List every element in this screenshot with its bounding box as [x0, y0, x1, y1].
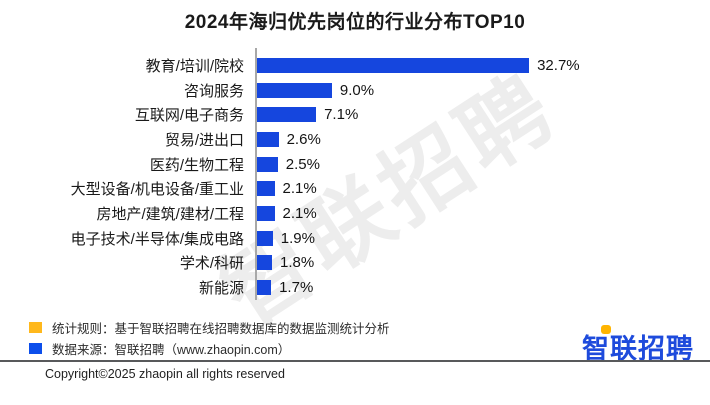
bar-area: 2.1%: [257, 180, 317, 197]
value-label: 1.7%: [279, 279, 314, 297]
bar: [257, 205, 275, 221]
category-label: 电子技术/半导体/集成电路: [70, 230, 244, 248]
logo-first-char: 智: [582, 325, 611, 366]
category-label: 新能源: [198, 280, 244, 298]
y-axis-line: [255, 48, 257, 300]
footnote-row: 统计规则：基于智联招聘在线招聘数据库的数据监测统计分析: [29, 317, 390, 338]
value-label: 2.1%: [282, 204, 317, 222]
chart-title: 2024年海归优先岗位的行业分布TOP10: [184, 12, 526, 33]
bar: [257, 255, 272, 271]
category-label: 医药/生物工程: [149, 156, 244, 174]
bar-area: 2.5%: [257, 156, 320, 173]
bar-area: 1.8%: [257, 254, 314, 271]
value-label: 1.8%: [280, 254, 315, 272]
chart-row: 互联网/电子商务 7.1%: [0, 102, 710, 127]
bar-area: 32.7%: [257, 57, 580, 74]
bar-area: 1.9%: [257, 230, 315, 247]
footnote-row: 数据来源：智联招聘（www.zhaopin.com）: [29, 338, 390, 359]
chart-row: 学术/科研 1.8%: [0, 251, 710, 276]
footnote-text: 统计规则：基于智联招聘在线招聘数据库的数据监测统计分析: [52, 322, 390, 336]
bar: [257, 156, 278, 172]
bar-area: 1.7%: [257, 279, 313, 296]
value-label: 2.5%: [285, 155, 320, 173]
value-label: 32.7%: [537, 56, 580, 74]
bar-area: 7.1%: [257, 106, 358, 123]
bar: [257, 230, 273, 246]
bar-area: 9.0%: [257, 82, 374, 99]
category-label: 教育/培训/院校: [145, 57, 244, 75]
value-label: 2.1%: [282, 180, 317, 198]
value-label: 2.6%: [286, 130, 321, 148]
value-label: 9.0%: [339, 81, 375, 99]
category-label: 贸易/进出口: [164, 131, 244, 149]
chart-row: 大型设备/机电设备/重工业 2.1%: [0, 176, 710, 201]
chart-row: 教育/培训/院校 32.7%: [0, 53, 710, 78]
chart-row: 房地产/建筑/建材/工程 2.1%: [0, 201, 710, 226]
footnotes: 统计规则：基于智联招聘在线招聘数据库的数据监测统计分析 数据来源：智联招聘（www…: [29, 317, 390, 359]
value-label: 7.1%: [324, 106, 359, 124]
category-label: 房地产/建筑/建材/工程: [96, 205, 244, 223]
chart-row: 贸易/进出口 2.6%: [0, 127, 710, 152]
bar: [257, 131, 279, 147]
bar: [257, 82, 332, 98]
bar-area: 2.6%: [257, 131, 321, 148]
footnote-text: 数据来源：智联招聘（www.zhaopin.com）: [52, 343, 291, 357]
category-label: 大型设备/机电设备/重工业: [70, 181, 244, 199]
logo-first-char-glyph: 智: [582, 334, 610, 364]
logo-yellow-accent-icon: [601, 325, 611, 334]
bar-area: 2.1%: [257, 205, 317, 222]
footer-divider: [0, 360, 710, 362]
blue-square-icon: [29, 343, 42, 354]
category-label: 学术/科研: [179, 255, 244, 273]
copyright-text: Copyright©2025 zhaopin all rights reserv…: [45, 367, 285, 381]
category-label: 咨询服务: [183, 82, 244, 100]
yellow-square-icon: [29, 322, 42, 333]
chart-row: 电子技术/半导体/集成电路 1.9%: [0, 226, 710, 251]
chart-row: 医药/生物工程 2.5%: [0, 152, 710, 177]
logo-rest-text: 联招聘: [610, 334, 694, 364]
value-label: 1.9%: [280, 229, 315, 247]
bar-chart: 教育/培训/院校 32.7% 咨询服务 9.0% 互联网/电子商务 7.1% 贸易/进出口 2…: [0, 53, 710, 300]
bar: [257, 181, 275, 197]
chart-row: 咨询服务 9.0%: [0, 78, 710, 103]
bar: [257, 107, 317, 123]
bar: [257, 280, 272, 296]
chart-row: 新能源 1.7%: [0, 275, 710, 300]
bar: [257, 57, 530, 73]
zhaopin-logo: 智 联招聘: [582, 325, 694, 366]
category-label: 互联网/电子商务: [134, 107, 244, 125]
